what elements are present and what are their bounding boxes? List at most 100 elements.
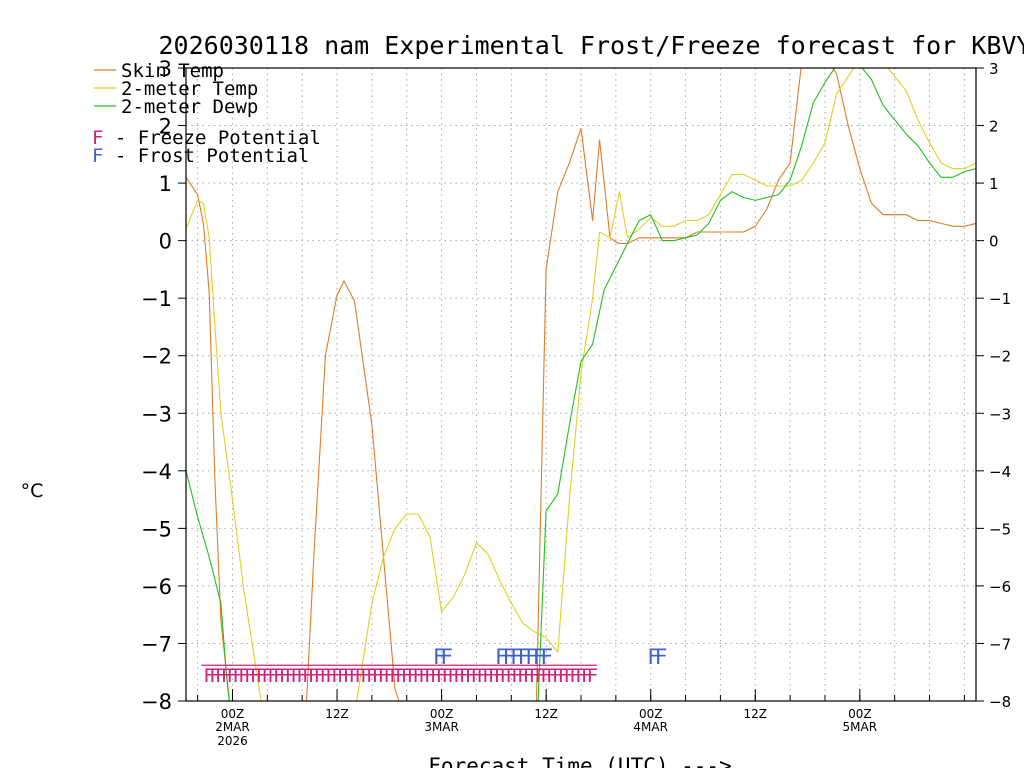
frost-marker: F bbox=[440, 645, 453, 669]
legend-frost-potential: F - Frost Potential bbox=[92, 145, 309, 167]
freeze-marker: F bbox=[250, 665, 261, 687]
freeze-marker: F bbox=[203, 665, 214, 687]
x-tick-label: 12Z bbox=[325, 707, 349, 721]
y-tick-label-right: −1 bbox=[989, 290, 1011, 308]
freeze-marker: F bbox=[471, 665, 482, 687]
freeze-marker: F bbox=[436, 665, 447, 687]
frost-marker: F bbox=[647, 645, 660, 669]
y-tick-label-left: −5 bbox=[141, 517, 172, 541]
freeze-marker: F bbox=[302, 665, 313, 687]
potential-markers: FFFFFFFFFFFFFFFFFFFFFFFFFFFFFFFFFFFFFFFF… bbox=[201, 645, 667, 687]
frost-marker: F bbox=[540, 645, 553, 669]
freeze-marker: F bbox=[581, 665, 592, 687]
freeze-marker: F bbox=[238, 665, 249, 687]
freeze-marker: F bbox=[535, 665, 546, 687]
freeze-marker: F bbox=[401, 665, 412, 687]
freeze-marker: F bbox=[424, 665, 435, 687]
freeze-marker: F bbox=[232, 665, 243, 687]
freeze-marker: F bbox=[447, 665, 458, 687]
y-tick-label-left: −7 bbox=[141, 632, 172, 656]
freeze-marker: F bbox=[372, 665, 383, 687]
y-tick-label-left: 2 bbox=[159, 115, 172, 139]
freeze-marker: F bbox=[325, 665, 336, 687]
freeze-marker: F bbox=[488, 665, 499, 687]
frost-marker: F bbox=[525, 645, 538, 669]
freeze-marker: F bbox=[540, 665, 551, 687]
y-tick-label-right: −4 bbox=[989, 463, 1011, 481]
legend-freeze-potential-text: - Freeze Potential bbox=[103, 127, 320, 149]
freeze-marker: F bbox=[511, 665, 522, 687]
freeze-marker: F bbox=[500, 665, 511, 687]
freeze-marker: F bbox=[244, 665, 255, 687]
y-tick-label-right: 0 bbox=[989, 233, 999, 251]
freeze-marker: F bbox=[558, 665, 569, 687]
x-tick-date: 3MAR bbox=[424, 720, 459, 734]
freeze-marker: F bbox=[523, 665, 534, 687]
legend-skin-temp-label: Skin Temp bbox=[121, 60, 224, 82]
freeze-marker: F bbox=[587, 665, 598, 687]
frost-marker: F bbox=[433, 645, 446, 669]
freeze-marker: F bbox=[389, 665, 400, 687]
freeze-marker: F bbox=[209, 665, 220, 687]
freeze-marker: F bbox=[476, 665, 487, 687]
freeze-marker: F bbox=[395, 665, 406, 687]
freeze-marker: F bbox=[546, 665, 557, 687]
freeze-marker: F bbox=[331, 665, 342, 687]
freeze-marker: F bbox=[320, 665, 331, 687]
freeze-marker: F bbox=[308, 665, 319, 687]
freeze-marker: F bbox=[227, 665, 238, 687]
freeze-marker: F bbox=[575, 665, 586, 687]
frost-marker: F bbox=[533, 645, 546, 669]
y-tick-label-left: −8 bbox=[141, 690, 172, 714]
freeze-marker: F bbox=[430, 665, 441, 687]
legend-2m-temp-label: 2-meter Temp bbox=[121, 78, 258, 100]
y-tick-label-left: 1 bbox=[159, 172, 172, 196]
axes: −8 −8 −7 −7 −6 −6 −5 −5 −4 −4 −3 −3 −2 −2 −1 −1 0 0 1 1 2 2 3 3… bbox=[141, 57, 1011, 748]
freeze-marker: F bbox=[262, 665, 273, 687]
freeze-marker: F bbox=[442, 665, 453, 687]
freeze-marker: F bbox=[267, 665, 278, 687]
x-tick-label: 00Z bbox=[639, 707, 663, 721]
legend-frost-potential-text: - Frost Potential bbox=[103, 145, 309, 167]
freeze-marker: F bbox=[465, 665, 476, 687]
y-tick-label-right: −2 bbox=[989, 348, 1011, 366]
freeze-marker: F bbox=[418, 665, 429, 687]
x-tick-label: 00Z bbox=[221, 707, 245, 721]
legend-freeze-potential: F - Freeze Potential bbox=[92, 127, 321, 149]
freeze-marker: F bbox=[285, 665, 296, 687]
y-tick-label-right: −8 bbox=[989, 693, 1011, 711]
y-tick-label-left: 3 bbox=[159, 57, 172, 81]
freeze-marker: F bbox=[354, 665, 365, 687]
dewpoint-line bbox=[186, 68, 976, 701]
freeze-marker: F bbox=[366, 665, 377, 687]
freeze-marker: F bbox=[378, 665, 389, 687]
y-tick-label-right: −7 bbox=[989, 635, 1011, 653]
y-tick-label-right: 2 bbox=[989, 118, 999, 136]
frost-marker: F bbox=[655, 645, 668, 669]
freeze-marker: F bbox=[384, 665, 395, 687]
freeze-marker: F bbox=[273, 665, 284, 687]
x-tick-label: 12Z bbox=[534, 707, 558, 721]
series-lines bbox=[186, 68, 976, 701]
y-tick-label-left: −1 bbox=[141, 287, 172, 311]
t2m-line bbox=[186, 68, 976, 701]
x-axis-label: Forecast Time (UTC) ---> bbox=[428, 754, 731, 768]
y-tick-label-right: −3 bbox=[989, 405, 1011, 423]
y-tick-label-left: −4 bbox=[141, 460, 172, 484]
x-tick-date: 2MAR bbox=[215, 720, 250, 734]
frost-marker: F bbox=[510, 645, 523, 669]
freeze-marker: F bbox=[221, 665, 232, 687]
y-tick-label-right: −6 bbox=[989, 578, 1011, 596]
freeze-marker: F bbox=[569, 665, 580, 687]
freeze-marker: F bbox=[453, 665, 464, 687]
freeze-marker: F bbox=[343, 665, 354, 687]
freeze-marker: F bbox=[529, 665, 540, 687]
y-tick-label-right: −5 bbox=[989, 520, 1011, 538]
legend-freeze-potential-letter: F bbox=[92, 127, 103, 149]
freeze-marker: F bbox=[407, 665, 418, 687]
legend-2m-dewp-label: 2-meter Dewp bbox=[121, 96, 258, 118]
freeze-marker: F bbox=[256, 665, 267, 687]
x-tick-label: 00Z bbox=[848, 707, 872, 721]
freeze-marker: F bbox=[360, 665, 371, 687]
